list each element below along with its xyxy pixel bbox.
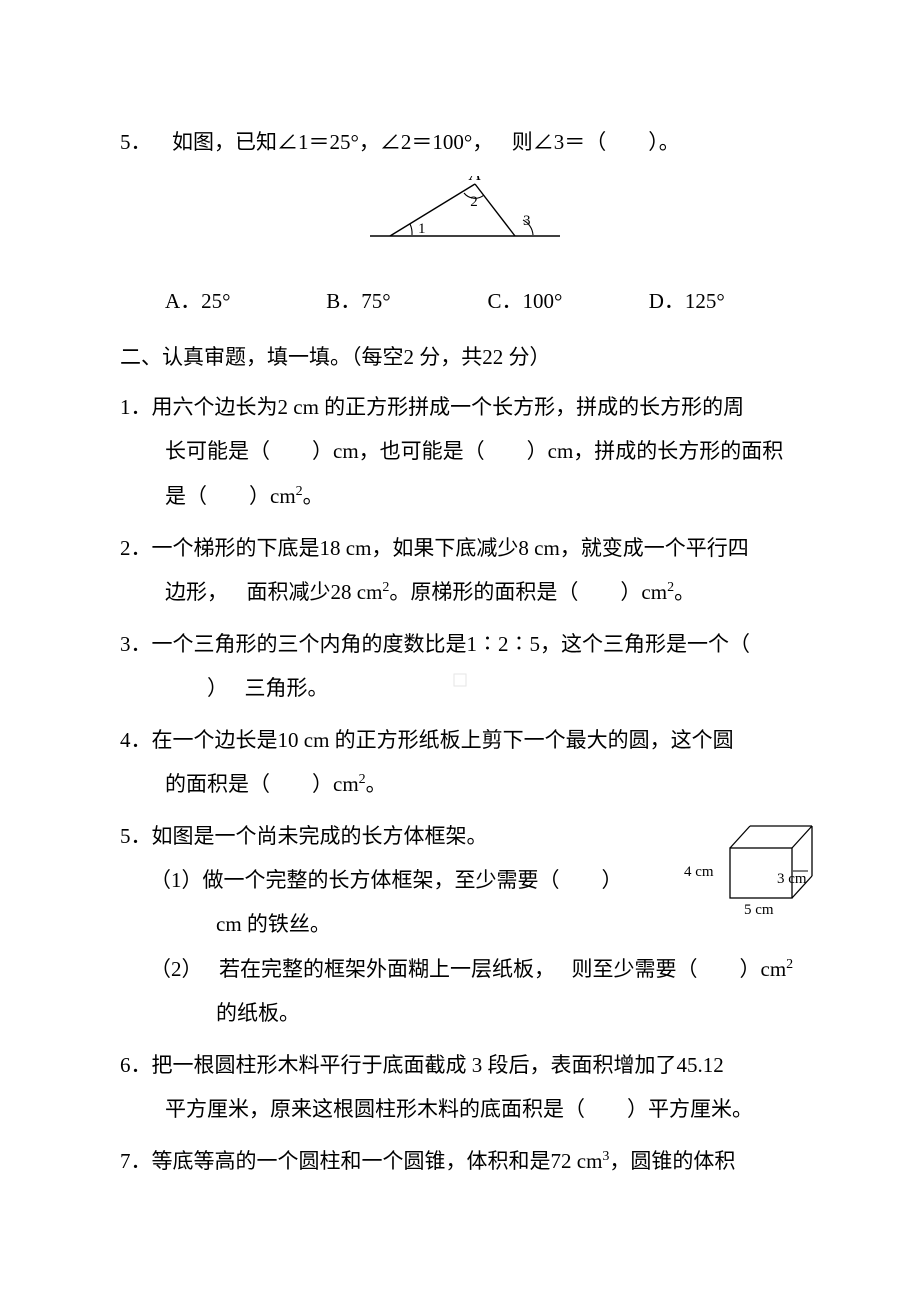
q7-number: 7． bbox=[120, 1149, 152, 1173]
fill-q5: 4 cm 3 cm 5 cm 5．如图是一个尚未完成的长方体框架。 （1）做一个… bbox=[120, 814, 810, 1034]
q5-sub2: （2） 若在完整的框架外面糊上一层纸板， 则至少需要（ ）cm2 bbox=[120, 947, 810, 991]
option-d: D．125° bbox=[649, 279, 810, 323]
q6-number: 6． bbox=[120, 1053, 152, 1077]
option-a: A．25° bbox=[165, 279, 326, 323]
q5-options: A．25° B．75° C．100° D．125° bbox=[120, 279, 810, 323]
fill-q6: 6．把一根圆柱形木料平行于底面截成 3 段后，表面积增加了45.12 平方厘米，… bbox=[120, 1043, 810, 1131]
fill-q4: 4．在一个边长是10 cm 的正方形纸板上剪下一个最大的圆，这个圆 的面积是（ … bbox=[120, 718, 810, 806]
q4-number: 4． bbox=[120, 728, 152, 752]
svg-text:A: A bbox=[469, 176, 482, 184]
option-c: C．100° bbox=[488, 279, 649, 323]
svg-text:3 cm: 3 cm bbox=[777, 871, 807, 887]
q3-number: 3． bbox=[120, 632, 152, 656]
svg-text:2: 2 bbox=[470, 194, 478, 210]
q5-number: 5． bbox=[120, 824, 152, 848]
fill-q2: 2．一个梯形的下底是18 cm，如果下底减少8 cm，就变成一个平行四 边形， … bbox=[120, 526, 810, 614]
mc-question-5: 5． 如图，已知∠1＝25°，∠2＝100°， 则∠3＝（ ）。 A 1 2 3… bbox=[120, 120, 810, 323]
superscript-2: 2 bbox=[296, 484, 303, 499]
q5-stem-b: 则∠3＝（ ）。 bbox=[512, 130, 680, 154]
q5-number: 5． bbox=[120, 130, 152, 154]
q2-number: 2． bbox=[120, 536, 152, 560]
fill-q1: 1．用六个边长为2 cm 的正方形拼成一个长方形，拼成的长方形的周 长可能是（ … bbox=[120, 385, 810, 517]
svg-text:5 cm: 5 cm bbox=[744, 902, 774, 918]
option-b: B．75° bbox=[326, 279, 487, 323]
q5-stem-a: 如图，已知∠1＝25°，∠2＝100°， bbox=[172, 130, 493, 154]
svg-text:3: 3 bbox=[523, 213, 531, 229]
fill-q3: 3．一个三角形的三个内角的度数比是1∶2∶5，这个三角形是一个（ ） 三角形。 bbox=[120, 622, 810, 710]
svg-text:1: 1 bbox=[418, 221, 426, 237]
fill-q7: 7．等底等高的一个圆柱和一个圆锥，体积和是72 cm3，圆锥的体积 bbox=[120, 1139, 810, 1183]
cuboid-diagram: 4 cm 3 cm 5 cm bbox=[680, 816, 820, 941]
triangle-diagram: A 1 2 3 bbox=[120, 176, 810, 261]
q5-stem: 5． 如图，已知∠1＝25°，∠2＝100°， 则∠3＝（ ）。 bbox=[120, 120, 810, 164]
section-2-header: 二、认真审题，填一填。（每空2 分，共22 分） bbox=[120, 335, 810, 379]
svg-text:4 cm: 4 cm bbox=[684, 864, 714, 880]
q1-number: 1． bbox=[120, 395, 152, 419]
